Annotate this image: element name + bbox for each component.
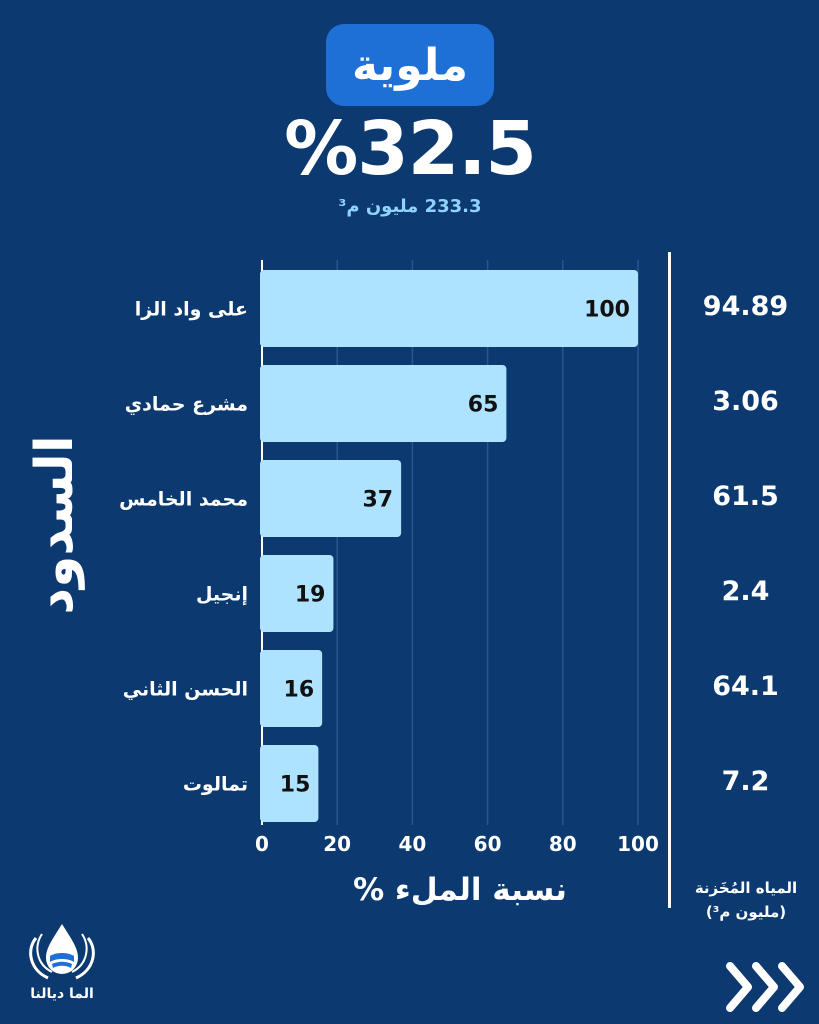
water-drop-hands-icon: [29, 924, 95, 980]
category-label-4: الحسن الثاني: [123, 679, 248, 701]
bar-value-label-5: 15: [280, 773, 311, 798]
x-tick-label-40: 40: [398, 832, 426, 856]
bar-value-label-4: 16: [284, 678, 315, 703]
bar-value-label-3: 19: [295, 583, 326, 608]
x-tick-label-20: 20: [323, 832, 351, 856]
x-tick-label-100: 100: [617, 832, 659, 856]
x-tick-label-60: 60: [474, 832, 502, 856]
stored-water-header-line1: المياه المُخَزنة: [694, 879, 798, 897]
bar-4: [260, 650, 323, 727]
fill-rate-bar-chart: 0 20 40 60 80 100 100 على واد الزا 65 مشرع حمادي 3…: [119, 260, 659, 856]
bar-value-label-1: 65: [468, 393, 499, 418]
stored-water-value-3: 2.4: [721, 575, 770, 607]
brand-logo-text: الما ديالنا: [30, 986, 94, 1002]
x-tick-label-80: 80: [549, 832, 577, 856]
category-label-3: إنجيل: [196, 584, 248, 606]
category-label-0: على واد الزا: [135, 299, 248, 321]
bar-value-label-0: 100: [584, 298, 630, 323]
stored-water-value-2: 61.5: [712, 480, 779, 512]
chevron-right-triple-icon: [726, 962, 804, 1012]
x-axis-title: نسبة الملء %: [353, 872, 567, 908]
basin-title: ملوية: [326, 24, 494, 106]
category-label-2: محمد الخامس: [119, 489, 248, 511]
basin-fill-percent: %32.5: [284, 106, 537, 192]
bar-1: [260, 365, 507, 442]
bar-value-label-2: 37: [362, 488, 393, 513]
stored-water-value-0: 94.89: [702, 290, 789, 322]
stored-water-header-line2: (مليون م³): [705, 903, 787, 921]
bar-0: [260, 270, 638, 347]
next-page-button[interactable]: [724, 958, 808, 1016]
brand-logo: الما ديالنا: [22, 918, 102, 1014]
x-tick-label-0: 0: [255, 832, 269, 856]
category-label-1: مشرع حمادي: [125, 394, 248, 417]
basin-volume: 233.3 مليون م³: [338, 196, 482, 217]
bar-2: [260, 460, 402, 537]
bar-3: [260, 555, 334, 632]
stored-water-header: المياه المُخَزنة (مليون م³): [676, 876, 816, 924]
stored-water-value-1: 3.06: [712, 385, 779, 417]
stored-water-value-4: 64.1: [712, 670, 779, 702]
stored-water-value-5: 7.2: [721, 765, 770, 797]
category-label-5: تمالوت: [183, 774, 248, 796]
column-divider: [668, 252, 671, 908]
bar-5: [260, 745, 319, 822]
